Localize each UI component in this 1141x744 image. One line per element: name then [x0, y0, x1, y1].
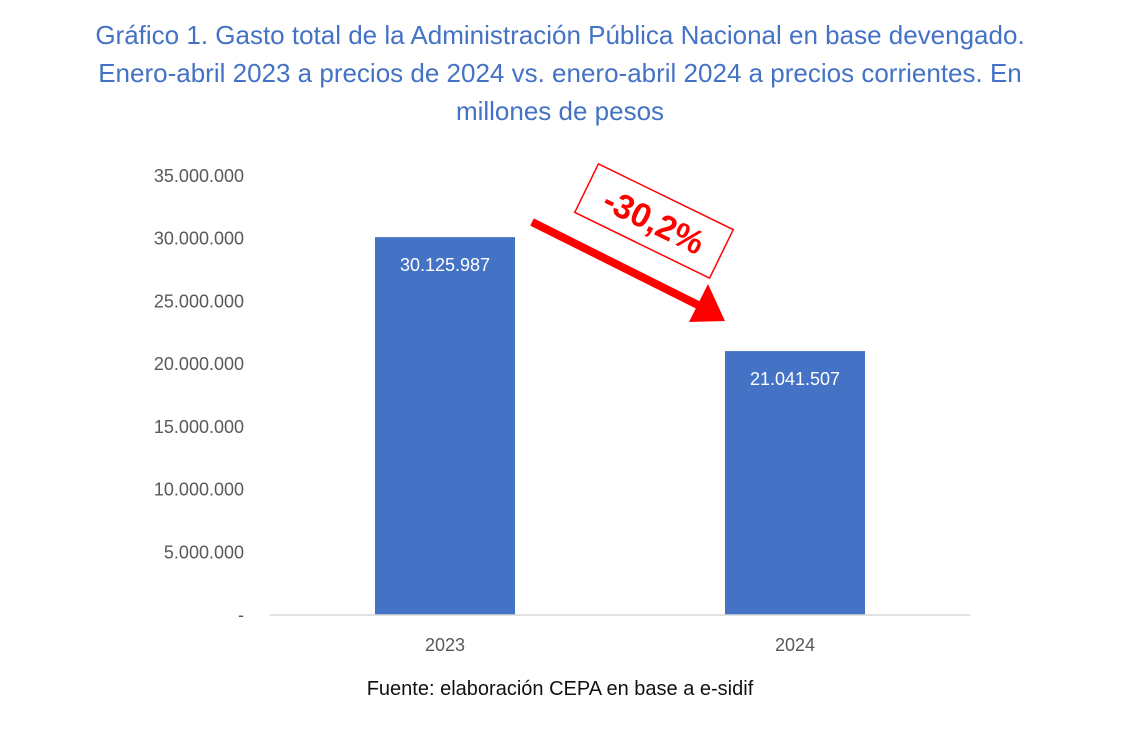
bar-value-label: 30.125.987 — [400, 255, 490, 275]
source-note: Fuente: elaboración CEPA en base a e-sid… — [366, 678, 754, 700]
x-axis: 2023 2024 — [425, 635, 815, 655]
x-tick-label: 2023 — [425, 635, 465, 655]
y-tick-label: - — [238, 605, 244, 625]
chart-title-line-2: Enero-abril 2023 a precios de 2024 vs. e… — [98, 58, 1022, 88]
y-tick-label: 35.000.000 — [154, 166, 244, 186]
bars-group: 30.125.987 21.041.507 — [375, 237, 865, 616]
chart-title: Gráfico 1. Gasto total de la Administrac… — [40, 16, 1080, 130]
y-tick-label: 15.000.000 — [154, 417, 244, 437]
arrow-head — [689, 284, 725, 322]
y-tick-label: 10.000.000 — [154, 480, 244, 500]
arrow-shaft — [530, 218, 702, 310]
y-tick-label: 25.000.000 — [154, 291, 244, 311]
chart-title-line-3: millones de pesos — [455, 96, 665, 126]
y-tick-label: 5.000.000 — [164, 542, 244, 562]
annotation-box — [573, 162, 735, 280]
y-tick-label: 20.000.000 — [154, 354, 244, 374]
y-axis: - 5.000.000 10.000.000 15.000.000 20.000.000… — [154, 166, 244, 625]
bar-value-label: 21.041.507 — [750, 369, 840, 389]
y-tick-label: 30.000.000 — [154, 229, 244, 249]
bar-2023 — [375, 237, 515, 616]
change-annotation: -30,2% — [530, 162, 735, 322]
chart-title-line-1: Gráfico 1. Gasto total de la Administrac… — [95, 20, 1025, 50]
bar-2024 — [725, 351, 865, 615]
x-tick-label: 2024 — [775, 635, 815, 655]
